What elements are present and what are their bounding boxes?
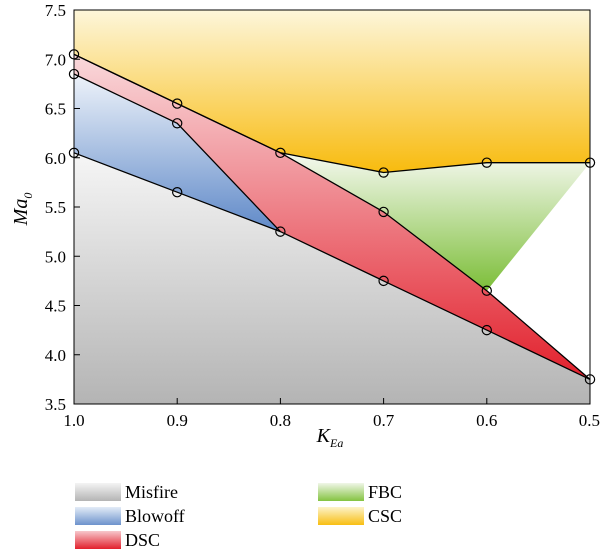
region-csc xyxy=(74,10,590,173)
data-marker-14 xyxy=(584,157,596,168)
legend-label-misfire: Misfire xyxy=(125,482,178,502)
x-axis-ticks: 1.0 0.9 0.8 0.7 0.6 0.5 xyxy=(63,398,600,430)
data-marker-1 xyxy=(68,68,80,80)
legend-label-dsc: DSC xyxy=(125,530,160,550)
data-marker-9 xyxy=(378,206,389,218)
y-tick-label: 6.5 xyxy=(45,100,66,119)
y-tick-label: 6.0 xyxy=(45,149,66,168)
legend: Misfire Blowoff DSC FBC CSC xyxy=(75,482,402,550)
data-marker-11 xyxy=(481,157,492,168)
y-tick-label: 5.0 xyxy=(45,247,66,266)
boundary-misfire-upper xyxy=(73,152,591,380)
data-marker-15 xyxy=(584,374,596,385)
x-tick-label: 0.7 xyxy=(373,411,395,430)
x-tick-label: 1.0 xyxy=(63,411,84,430)
data-marker-4 xyxy=(171,118,183,129)
x-tick-label: 0.5 xyxy=(579,411,600,430)
y-tick-label: 7.5 xyxy=(45,1,66,20)
legend-swatch-csc xyxy=(318,507,364,525)
legend-swatch-dsc xyxy=(75,531,121,549)
x-axis-title: KEa xyxy=(316,425,344,450)
y-tick-label: 4.0 xyxy=(45,346,66,365)
boundary-csc-lower xyxy=(73,53,590,174)
data-marker-13 xyxy=(481,324,492,336)
data-marker-3 xyxy=(171,98,183,109)
legend-swatch-misfire xyxy=(75,483,121,501)
y-axis-title: Ma0 xyxy=(10,193,35,227)
region-fbc xyxy=(280,152,590,291)
x-tick-label: 0.9 xyxy=(167,411,188,430)
y-tick-label: 5.5 xyxy=(45,198,66,217)
data-marker-8 xyxy=(378,167,389,178)
legend-label-fbc: FBC xyxy=(368,482,402,502)
y-tick-label: 3.5 xyxy=(45,395,66,414)
data-marker-6 xyxy=(275,147,286,159)
y-axis-ticks: 3.5 4.0 4.5 5.0 5.5 6.0 6.5 7.0 7.5 xyxy=(45,1,80,414)
legend-label-csc: CSC xyxy=(368,506,402,526)
x-tick-label: 0.8 xyxy=(270,411,291,430)
data-marker-5 xyxy=(171,187,183,198)
boundary-blowoff-upper xyxy=(73,73,281,233)
data-marker-12 xyxy=(481,285,492,296)
region-misfire xyxy=(74,152,590,404)
data-marker-10 xyxy=(378,275,389,287)
y-tick-label: 4.5 xyxy=(45,297,66,316)
region-dsc xyxy=(74,54,590,380)
region-blowoff xyxy=(74,74,281,232)
legend-swatch-fbc xyxy=(318,483,364,501)
legend-label-blowoff: Blowoff xyxy=(125,506,185,526)
data-marker-7 xyxy=(275,226,286,237)
y-tick-label: 7.0 xyxy=(45,50,66,69)
legend-swatch-blowoff xyxy=(75,507,121,525)
x-tick-label: 0.6 xyxy=(476,411,497,430)
